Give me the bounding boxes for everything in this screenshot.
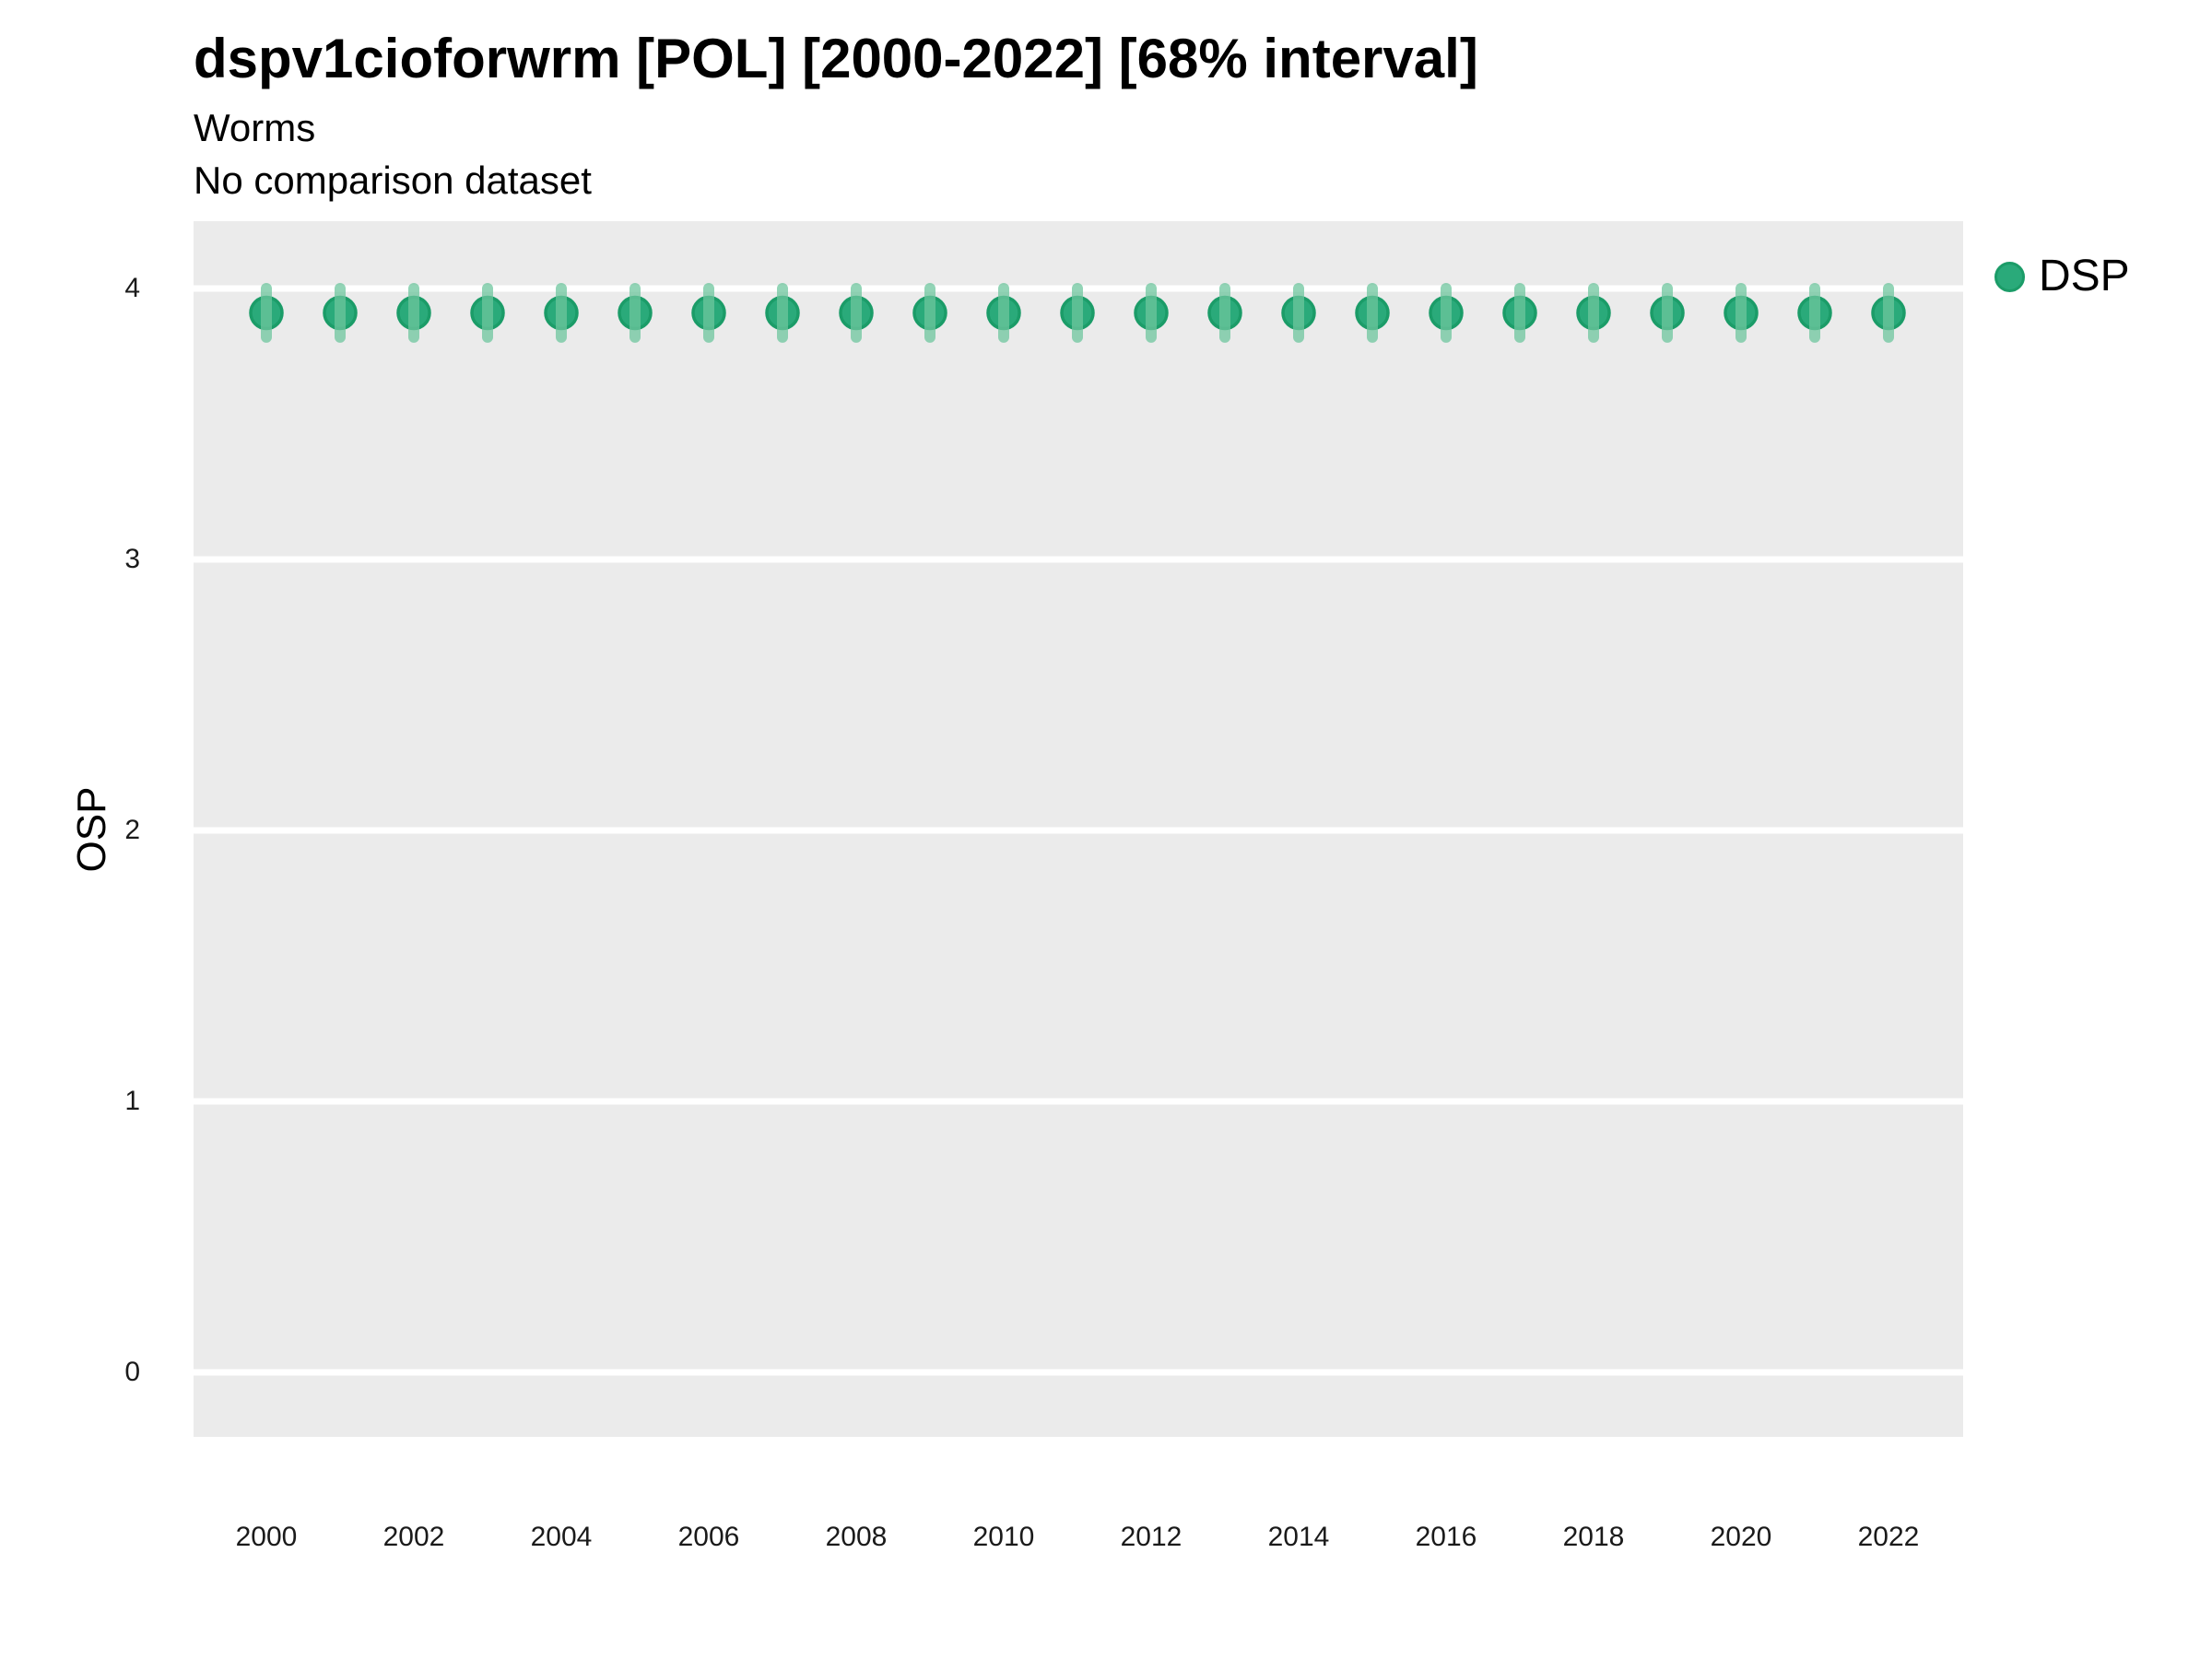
data-point-2006 <box>691 283 726 343</box>
x-tick-label-2010: 2010 <box>972 1522 1035 1552</box>
x-tick-label-2008: 2008 <box>825 1522 888 1552</box>
chart-subtitle-block: Worms No comparison dataset <box>194 101 592 206</box>
data-point-2013 <box>1207 283 1242 343</box>
legend: DSP <box>1994 254 2130 299</box>
data-point-2022 <box>1871 283 1906 343</box>
data-point-2000 <box>249 283 284 343</box>
data-point-2007 <box>765 283 800 343</box>
y-tick-label-3: 3 <box>124 544 140 574</box>
data-point-2004 <box>544 283 579 343</box>
data-point-2009 <box>912 283 947 343</box>
data-point-2010 <box>986 283 1021 343</box>
x-tick-label-2022: 2022 <box>1857 1522 1920 1552</box>
chart-title: dspv1cioforwrm [POL] [2000-2022] [68% in… <box>194 28 1478 89</box>
x-tick-label-2004: 2004 <box>530 1522 593 1552</box>
x-tick-label-2012: 2012 <box>1120 1522 1182 1552</box>
plot-panel <box>194 221 1963 1437</box>
data-point-2002 <box>396 283 431 343</box>
data-point-2020 <box>1724 283 1759 343</box>
data-point-2014 <box>1281 283 1316 343</box>
x-tick-label-2000: 2000 <box>235 1522 298 1552</box>
data-point-2016 <box>1429 283 1464 343</box>
legend-label: DSP <box>2039 252 2130 300</box>
x-tick-label-2002: 2002 <box>382 1522 445 1552</box>
data-point-2011 <box>1060 283 1095 343</box>
data-point-2015 <box>1355 283 1390 343</box>
data-point-2008 <box>839 283 874 343</box>
data-point-2003 <box>470 283 505 343</box>
y-tick-label-4: 4 <box>124 273 140 303</box>
y-tick-label-0: 0 <box>124 1357 140 1387</box>
x-tick-label-2014: 2014 <box>1267 1522 1330 1552</box>
chart-subtitle: Worms <box>194 106 316 149</box>
data-point-2017 <box>1502 283 1537 343</box>
legend-point-icon <box>1994 261 2025 292</box>
data-point-2012 <box>1134 283 1169 343</box>
comparison-note: No comparison dataset <box>194 159 592 202</box>
y-tick-label-2: 2 <box>124 815 140 845</box>
x-tick-label-2016: 2016 <box>1415 1522 1477 1552</box>
data-point-2021 <box>1797 283 1832 343</box>
data-point-2001 <box>323 283 358 343</box>
y-tick-label-1: 1 <box>124 1086 140 1116</box>
x-tick-label-2006: 2006 <box>677 1522 740 1552</box>
data-point-2005 <box>618 283 653 343</box>
plot-area <box>194 283 1963 1376</box>
data-point-2019 <box>1650 283 1685 343</box>
x-tick-label-2020: 2020 <box>1710 1522 1772 1552</box>
data-point-2018 <box>1576 283 1611 343</box>
x-tick-label-2018: 2018 <box>1562 1522 1625 1552</box>
